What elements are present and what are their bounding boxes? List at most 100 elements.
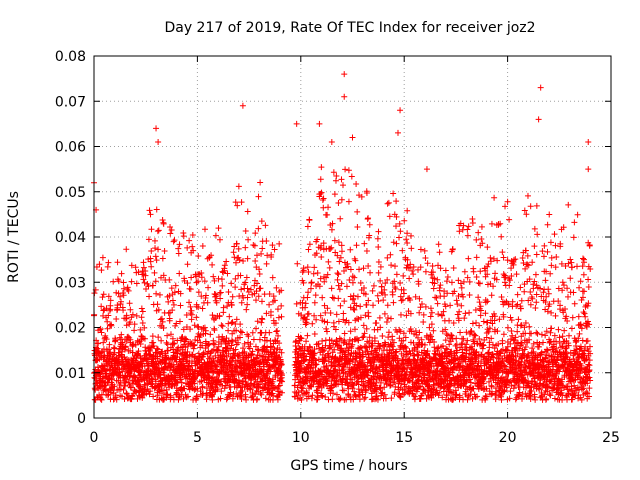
data-point	[570, 234, 577, 241]
data-point	[427, 305, 434, 312]
data-point	[235, 377, 242, 384]
data-point	[184, 244, 191, 251]
data-point	[369, 287, 376, 294]
data-point	[374, 235, 381, 242]
data-point	[472, 307, 479, 314]
data-point	[254, 280, 261, 287]
data-point	[387, 251, 394, 258]
data-point	[198, 356, 205, 363]
data-point	[214, 386, 221, 393]
data-point	[225, 320, 232, 327]
data-point	[376, 314, 383, 321]
data-point	[354, 208, 361, 215]
data-point	[442, 267, 449, 274]
data-point	[233, 259, 240, 266]
data-point	[473, 236, 480, 243]
data-point	[236, 256, 243, 263]
data-point	[270, 293, 277, 300]
data-point	[102, 334, 109, 341]
data-point	[331, 346, 338, 353]
data-point	[195, 252, 202, 259]
data-point	[533, 329, 540, 336]
data-point	[275, 332, 282, 339]
data-point	[305, 289, 312, 296]
data-point	[228, 342, 235, 349]
data-point	[178, 379, 185, 386]
data-point	[435, 241, 442, 248]
data-point	[237, 272, 244, 279]
data-point	[304, 294, 311, 301]
data-point	[147, 258, 154, 265]
data-point	[198, 269, 205, 276]
data-point	[253, 288, 260, 295]
data-point	[232, 199, 239, 206]
data-point	[258, 250, 265, 257]
data-point	[520, 259, 527, 266]
data-point	[317, 312, 324, 319]
data-point	[152, 245, 159, 252]
data-point	[345, 198, 352, 205]
data-point	[255, 382, 262, 389]
data-point	[464, 232, 471, 239]
data-point	[107, 349, 114, 356]
data-point	[168, 375, 175, 382]
data-point	[390, 239, 397, 246]
data-point	[163, 339, 170, 346]
data-point	[218, 322, 225, 329]
data-point	[230, 249, 237, 256]
data-point	[216, 236, 223, 243]
data-point	[329, 220, 336, 227]
data-point	[267, 368, 274, 375]
data-point	[229, 395, 236, 402]
data-point	[132, 264, 139, 271]
data-point	[331, 237, 338, 244]
data-point	[375, 243, 382, 250]
data-point	[201, 278, 208, 285]
data-point	[565, 332, 572, 339]
data-point	[127, 319, 134, 326]
data-point	[250, 336, 257, 343]
data-point	[167, 230, 174, 237]
data-point	[329, 349, 336, 356]
data-point	[153, 345, 160, 352]
data-point	[149, 333, 156, 340]
data-point	[97, 326, 104, 333]
data-point	[167, 394, 174, 401]
data-point	[215, 225, 222, 232]
data-point	[441, 293, 448, 300]
data-point	[465, 255, 472, 262]
data-point	[213, 293, 220, 300]
data-point	[254, 346, 261, 353]
data-point	[169, 297, 176, 304]
data-point	[571, 219, 578, 226]
data-point	[544, 347, 551, 354]
data-point	[254, 318, 261, 325]
data-point	[153, 206, 160, 213]
data-point	[254, 252, 261, 259]
data-point	[385, 199, 392, 206]
data-point	[574, 263, 581, 270]
data-point	[313, 250, 320, 257]
data-point	[454, 301, 461, 308]
data-point	[267, 343, 274, 350]
data-point	[194, 323, 201, 330]
data-point	[518, 340, 525, 347]
data-point	[458, 302, 465, 309]
data-point	[469, 219, 476, 226]
data-point	[141, 335, 148, 342]
data-point	[473, 319, 480, 326]
data-point	[528, 330, 535, 337]
data-point	[577, 278, 584, 285]
data-point	[532, 271, 539, 278]
data-point	[391, 263, 398, 270]
data-point	[417, 264, 424, 271]
data-point	[303, 338, 310, 345]
data-point	[105, 293, 112, 300]
data-point	[304, 389, 311, 396]
data-point	[150, 339, 157, 346]
data-point	[155, 227, 162, 234]
data-point	[278, 287, 285, 294]
data-point	[276, 340, 283, 347]
data-point	[224, 303, 231, 310]
data-point	[551, 231, 558, 238]
